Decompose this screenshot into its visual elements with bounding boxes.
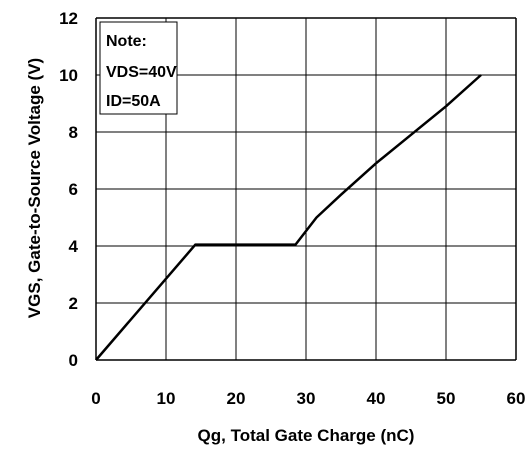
x-tick-label-0: 0	[91, 389, 100, 408]
x-tick-label-10: 10	[157, 389, 176, 408]
y-tick-label-10: 10	[59, 66, 78, 85]
y-tick-label-12: 12	[59, 9, 78, 28]
x-axis-title: Qg, Total Gate Charge (nC)	[198, 426, 415, 445]
y-tick-label-0: 0	[69, 351, 78, 370]
x-tick-labels: 0 10 20 30 40 50 60	[91, 389, 525, 408]
y-tick-label-6: 6	[69, 180, 78, 199]
note-line-title: Note:	[106, 33, 147, 50]
note-line-vds: VDS=40V	[106, 64, 177, 81]
y-tick-label-2: 2	[69, 294, 78, 313]
y-tick-labels: 0 2 4 6 8 10 12	[59, 9, 78, 370]
x-tick-label-30: 30	[297, 389, 316, 408]
note-line-id: ID=50A	[106, 93, 161, 110]
note-box: Note: VDS=40V ID=50A	[100, 22, 177, 114]
x-tick-label-50: 50	[437, 389, 456, 408]
x-tick-label-20: 20	[227, 389, 246, 408]
y-axis-title: VGS, Gate-to-Source Voltage (V)	[25, 58, 44, 318]
y-tick-label-8: 8	[69, 123, 78, 142]
x-tick-label-40: 40	[367, 389, 386, 408]
y-tick-label-4: 4	[69, 237, 79, 256]
x-tick-label-60: 60	[507, 389, 526, 408]
